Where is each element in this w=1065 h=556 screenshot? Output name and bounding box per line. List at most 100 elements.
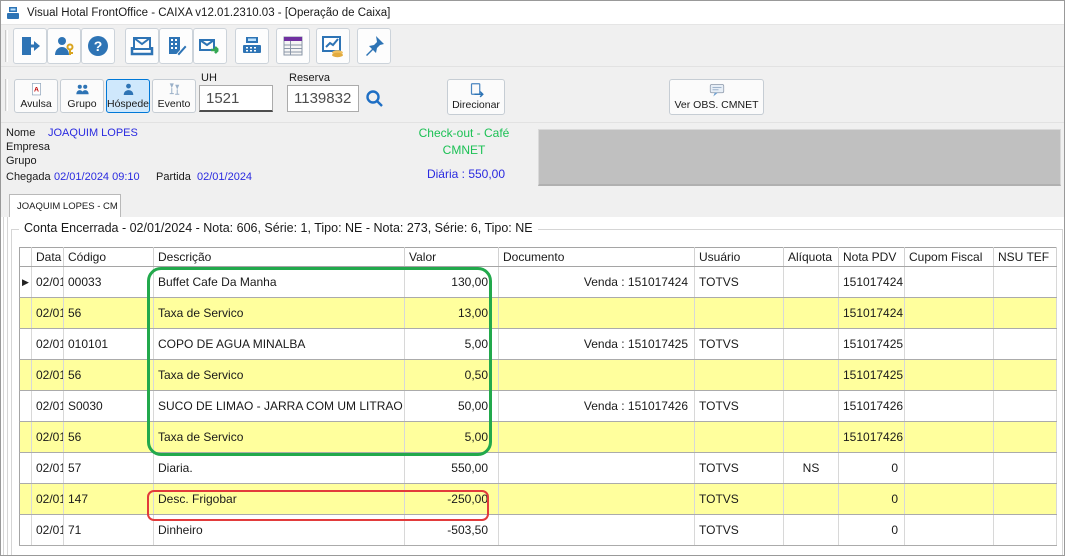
- col-nsu-tef[interactable]: NSU TEF: [993, 247, 1057, 267]
- cell-valor: -250,00: [404, 483, 499, 515]
- cell-codigo: 010101: [63, 328, 154, 360]
- cell-aliquota: [783, 266, 839, 298]
- direcionar-button[interactable]: Direcionar: [447, 79, 505, 115]
- current-row-indicator: ▶: [19, 266, 32, 298]
- pin-button[interactable]: [357, 28, 391, 64]
- current-row-indicator: [19, 328, 32, 360]
- cell-cupom-fiscal: [904, 452, 994, 484]
- reserva-input[interactable]: [287, 85, 359, 112]
- cell-nsu-tef: [993, 328, 1057, 360]
- partida-label: Partida: [156, 171, 191, 183]
- cell-aliquota: [783, 421, 839, 453]
- main-toolbar: ?: [1, 25, 1064, 67]
- cell-nota-pdv: 0: [838, 452, 905, 484]
- guest-name: JOAQUIM LOPES: [48, 127, 138, 139]
- event-glasses-icon: [169, 83, 179, 95]
- col-descricao[interactable]: Descrição: [153, 247, 405, 267]
- cell-cupom-fiscal: [904, 328, 994, 360]
- current-row-indicator: [19, 483, 32, 515]
- cell-nota-pdv: 151017424: [838, 297, 905, 329]
- table-row[interactable]: 02/01 56 Taxa de Servico 13,00 151017424: [19, 297, 1057, 329]
- cell-usuario: TOTVS: [694, 390, 784, 422]
- send-mail-button[interactable]: [193, 28, 227, 64]
- cell-valor: 5,00: [404, 421, 499, 453]
- cell-usuario: TOTVS: [694, 514, 784, 546]
- tab-label: JOAQUIM LOPES - CM: [17, 200, 118, 212]
- partida-value: 02/01/2024: [197, 171, 253, 183]
- cell-documento: [498, 452, 695, 484]
- table-row[interactable]: 02/01 147 Desc. Frigobar -250,00 TOTVS 0: [19, 483, 1057, 515]
- cash-register-button[interactable]: [235, 28, 269, 64]
- report-list-button[interactable]: [276, 28, 310, 64]
- cell-data: 02/01: [31, 483, 64, 515]
- table-row[interactable]: 02/01 56 Taxa de Servico 5,00 151017426: [19, 421, 1057, 453]
- col-documento[interactable]: Documento: [498, 247, 695, 267]
- avulsa-document-icon: A: [31, 83, 41, 96]
- current-row-indicator: [19, 390, 32, 422]
- cell-codigo: 57: [63, 452, 154, 484]
- mode-avulsa-button[interactable]: A Avulsa: [14, 79, 58, 113]
- cell-documento: [498, 297, 695, 329]
- cell-nota-pdv: 0: [838, 483, 905, 515]
- report-list-icon: [283, 36, 303, 56]
- table-row[interactable]: 02/01 71 Dinheiro -503,50 TOTVS 0: [19, 514, 1057, 546]
- cell-data: 02/01: [31, 421, 64, 453]
- cell-data: 02/01: [31, 297, 64, 329]
- cell-aliquota: [783, 359, 839, 391]
- chart-finance-icon: [322, 36, 343, 58]
- account-header: Conta Encerrada - 02/01/2024 - Nota: 606…: [19, 221, 538, 235]
- company-edit-button[interactable]: [159, 28, 193, 64]
- cell-descricao: Desc. Frigobar: [153, 483, 405, 515]
- help-button[interactable]: ?: [81, 28, 115, 64]
- cell-codigo: 00033: [63, 266, 154, 298]
- col-nota-pdv[interactable]: Nota PDV: [838, 247, 905, 267]
- inbox-button[interactable]: [125, 28, 159, 64]
- guest-key-button[interactable]: [47, 28, 81, 64]
- cell-data: 02/01: [31, 452, 64, 484]
- col-aliquota[interactable]: Alíquota: [783, 247, 839, 267]
- table-header-row: Data Código Descrição Valor Documento Us…: [19, 247, 1057, 267]
- indicator-column-header: [19, 247, 32, 267]
- current-row-indicator: [19, 421, 32, 453]
- mode-evento-button[interactable]: Evento: [152, 79, 196, 113]
- current-row-indicator: [19, 514, 32, 546]
- cell-nota-pdv: 0: [838, 514, 905, 546]
- chart-finance-button[interactable]: [316, 28, 350, 64]
- cell-data: 02/01: [31, 328, 64, 360]
- col-usuario[interactable]: Usuário: [694, 247, 784, 267]
- col-valor[interactable]: Valor: [404, 247, 499, 267]
- cell-nsu-tef: [993, 390, 1057, 422]
- cell-valor: 0,50: [404, 359, 499, 391]
- cell-nota-pdv: 151017424: [838, 266, 905, 298]
- uh-input[interactable]: [199, 85, 273, 112]
- checkout-status: Check-out - Café: [418, 126, 510, 140]
- col-cupom-fiscal[interactable]: Cupom Fiscal: [904, 247, 994, 267]
- cell-descricao: Taxa de Servico: [153, 421, 405, 453]
- col-codigo[interactable]: Código: [63, 247, 154, 267]
- table-row[interactable]: ▶ 02/01 00033 Buffet Cafe Da Manha 130,0…: [19, 266, 1057, 298]
- tab-guest-account[interactable]: JOAQUIM LOPES - CM: [9, 194, 121, 217]
- mode-hospede-button[interactable]: Hóspede: [106, 79, 150, 113]
- cell-nota-pdv: 151017425: [838, 328, 905, 360]
- cell-valor: 5,00: [404, 328, 499, 360]
- cell-aliquota: NS: [783, 452, 839, 484]
- cell-nota-pdv: 151017425: [838, 359, 905, 391]
- table-row[interactable]: 02/01 57 Diaria. 550,00 TOTVS NS 0: [19, 452, 1057, 484]
- svg-text:?: ?: [94, 38, 103, 54]
- table-row[interactable]: 02/01 S0030 SUCO DE LIMAO - JARRA COM UM…: [19, 390, 1057, 422]
- current-row-indicator: [19, 452, 32, 484]
- table-row[interactable]: 02/01 56 Taxa de Servico 0,50 151017425: [19, 359, 1057, 391]
- cell-nsu-tef: [993, 266, 1057, 298]
- ver-obs-cmnet-button[interactable]: Ver OBS. CMNET: [669, 79, 764, 115]
- exit-button[interactable]: [13, 28, 47, 64]
- mode-grupo-button[interactable]: Grupo: [60, 79, 104, 113]
- search-button[interactable]: [361, 87, 389, 113]
- account-page: Conta Encerrada - 02/01/2024 - Nota: 606…: [1, 217, 1064, 555]
- cell-descricao: Dinheiro: [153, 514, 405, 546]
- uh-label: UH: [201, 72, 217, 84]
- cell-valor: 550,00: [404, 452, 499, 484]
- table-row[interactable]: 02/01 010101 COPO DE AGUA MINALBA 5,00 V…: [19, 328, 1057, 360]
- col-data[interactable]: Data: [31, 247, 64, 267]
- cell-cupom-fiscal: [904, 297, 994, 329]
- inbox-mail-icon: [130, 37, 154, 56]
